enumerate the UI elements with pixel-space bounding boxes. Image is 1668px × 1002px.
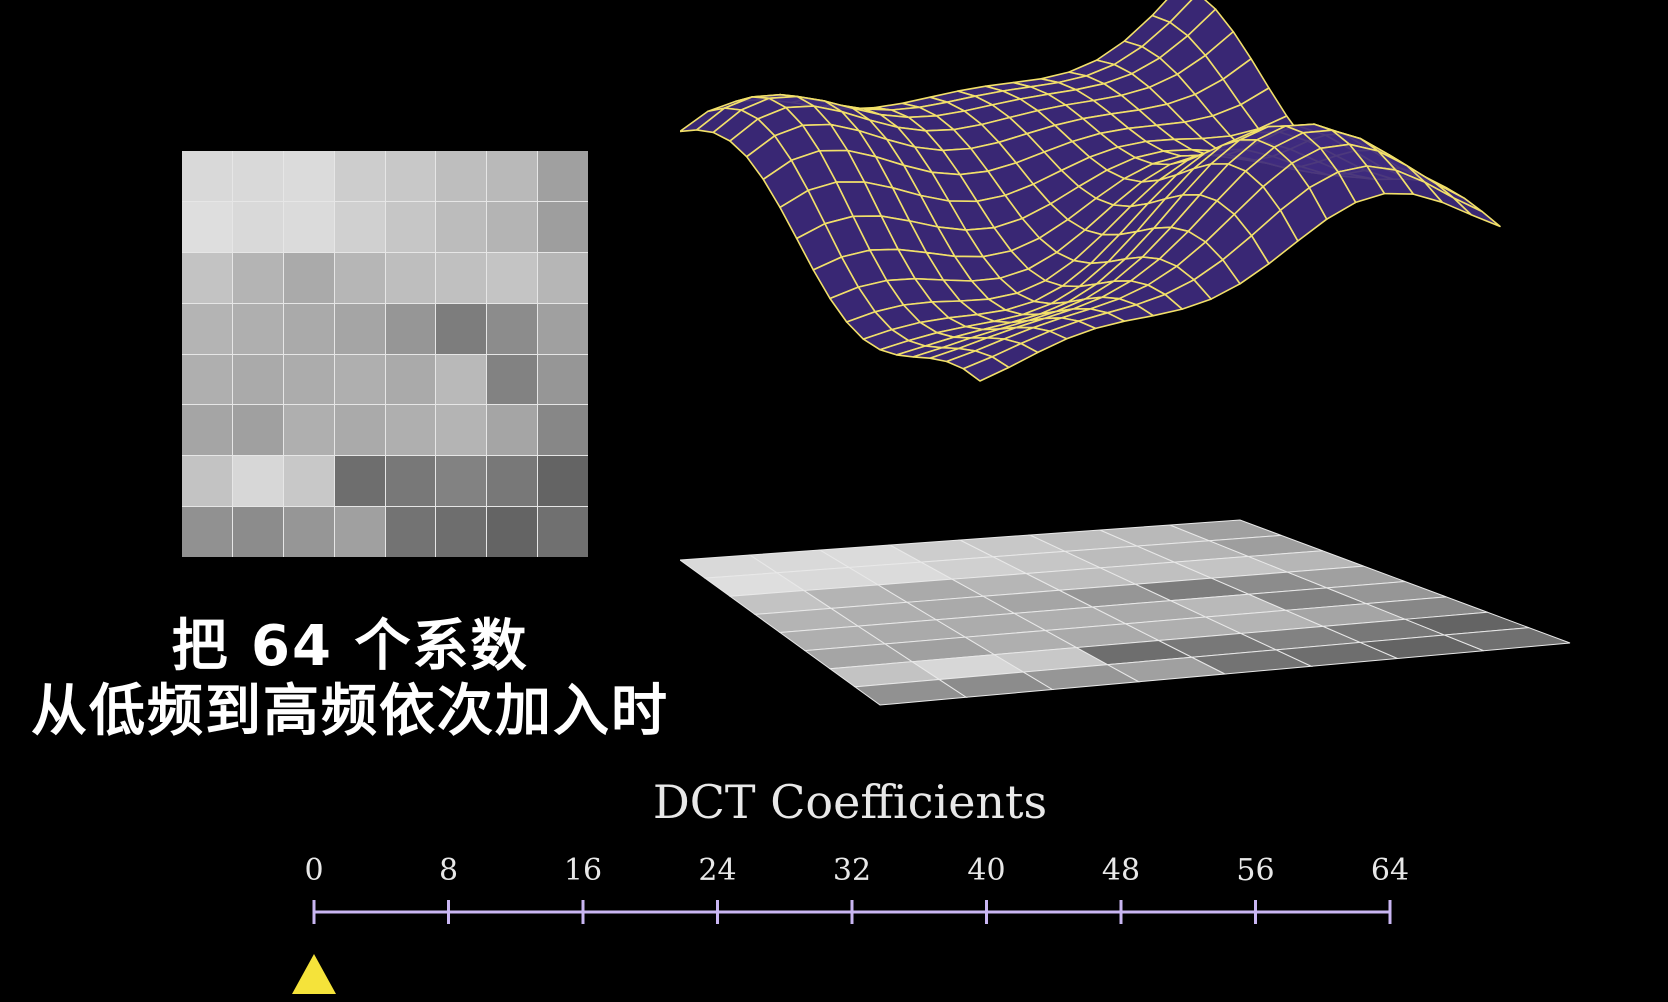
axis-tick-label: 8 — [439, 853, 458, 888]
plane-cell — [1444, 627, 1571, 652]
pixel-cell — [487, 507, 538, 557]
pixel-cell — [487, 201, 538, 252]
pixel-cell — [283, 456, 334, 507]
surface-patch — [962, 355, 1010, 382]
axis-tick-label: 64 — [1371, 853, 1409, 888]
pixel-cell — [232, 252, 283, 303]
pixel-cell — [385, 151, 436, 201]
pixel-cell — [436, 405, 487, 456]
pixel-cell — [538, 151, 588, 201]
position-marker[interactable] — [292, 954, 336, 994]
pixel-cell — [538, 252, 588, 303]
pixel-cell — [232, 201, 283, 252]
pixel-cell — [487, 252, 538, 303]
pixel-cell — [182, 405, 232, 456]
pixel-cell — [232, 303, 283, 354]
pixel-cell — [334, 201, 385, 252]
pixel-cell — [182, 456, 232, 507]
dct-surface-plot — [680, 0, 1501, 382]
pixel-cell — [385, 405, 436, 456]
pixel-cell — [334, 405, 385, 456]
pixel-block-8x8 — [182, 151, 588, 557]
pixel-cell — [334, 354, 385, 405]
axis-tick-label: 32 — [833, 853, 871, 888]
pixel-cell — [538, 354, 588, 405]
axis-tick-label: 24 — [698, 853, 736, 888]
pixel-cell — [182, 354, 232, 405]
pixel-cell — [436, 252, 487, 303]
pixel-cell — [487, 303, 538, 354]
pixel-cell — [283, 507, 334, 557]
pixel-cell — [334, 456, 385, 507]
pixel-cell — [487, 456, 538, 507]
pixel-cell — [283, 405, 334, 456]
caption-line-2: 从低频到高频依次加入时 — [31, 679, 669, 744]
pixel-cell — [385, 201, 436, 252]
pixel-cell — [436, 354, 487, 405]
pixel-cell — [487, 151, 538, 201]
pixel-cell — [334, 303, 385, 354]
pixel-cell — [232, 151, 283, 201]
axis-tick-label: 16 — [564, 853, 602, 888]
pixel-cell — [385, 354, 436, 405]
pixel-cell — [436, 507, 487, 557]
pixel-cell — [436, 201, 487, 252]
pixel-cell — [538, 201, 588, 252]
axis-tick-label: 48 — [1102, 853, 1140, 888]
pixel-cell — [182, 252, 232, 303]
pixel-cell — [182, 303, 232, 354]
pixel-cell — [487, 405, 538, 456]
pixel-cell — [232, 456, 283, 507]
pixel-cell — [385, 252, 436, 303]
pixel-cell — [283, 303, 334, 354]
pixel-cell — [283, 354, 334, 405]
axis-tick-label: 40 — [967, 853, 1005, 888]
pixel-cell — [538, 507, 588, 557]
pixel-cell — [283, 151, 334, 201]
pixel-cell — [334, 151, 385, 201]
axis-tick-label: 0 — [304, 853, 323, 888]
axis-title: DCT Coefficients — [652, 775, 1048, 829]
pixel-cell — [385, 507, 436, 557]
pixel-cell — [182, 507, 232, 557]
pixel-cell — [182, 151, 232, 201]
surface-patch — [1452, 197, 1501, 228]
axis-tick-label: 56 — [1236, 853, 1274, 888]
pixel-cell — [283, 201, 334, 252]
pixel-cell — [232, 507, 283, 557]
pixel-block-perspective-plane — [680, 519, 1571, 706]
pixel-cell — [436, 456, 487, 507]
pixel-cell — [487, 354, 538, 405]
pixel-cell — [232, 405, 283, 456]
pixel-cell — [385, 303, 436, 354]
pixel-cell — [232, 354, 283, 405]
pixel-cell — [334, 507, 385, 557]
coefficient-axis: 0 8 16 24 32 40 48 56 64 — [292, 853, 1409, 994]
pixel-cell — [436, 303, 487, 354]
pixel-cell — [385, 456, 436, 507]
pixel-cell — [283, 252, 334, 303]
pixel-cell — [182, 201, 232, 252]
caption-line-1: 把 64 个系数 — [171, 614, 529, 679]
pixel-cell — [436, 151, 487, 201]
pixel-cell — [538, 456, 588, 507]
pixel-cell — [538, 405, 588, 456]
pixel-cell — [538, 303, 588, 354]
pixel-cell — [334, 252, 385, 303]
